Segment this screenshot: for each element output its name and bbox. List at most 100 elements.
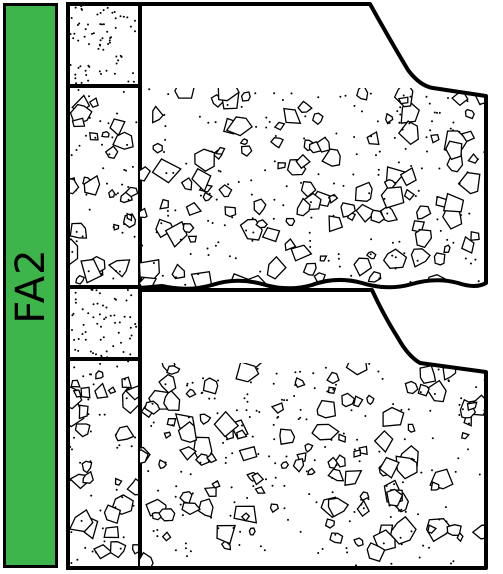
clast bbox=[297, 100, 313, 113]
sand-dot bbox=[106, 30, 109, 33]
sand-dot bbox=[96, 302, 99, 305]
sand-dot bbox=[386, 122, 389, 125]
sand-dot bbox=[126, 143, 129, 146]
sand-dot bbox=[353, 136, 356, 138]
sand-dot bbox=[99, 23, 102, 26]
sand-dot bbox=[163, 151, 165, 153]
sand-dot bbox=[339, 95, 342, 98]
sand-dot bbox=[84, 546, 87, 549]
clast bbox=[72, 389, 82, 398]
clast bbox=[126, 477, 138, 496]
sand-dot bbox=[210, 150, 213, 153]
sand-dot bbox=[74, 348, 77, 351]
clast bbox=[395, 455, 418, 480]
clast bbox=[388, 515, 417, 545]
sand-dot bbox=[102, 9, 105, 12]
sand-dot bbox=[84, 69, 87, 72]
sand-dot bbox=[377, 173, 380, 176]
clast bbox=[95, 370, 104, 380]
clast bbox=[164, 220, 188, 248]
clast bbox=[161, 531, 172, 542]
sand-dot bbox=[400, 543, 403, 546]
sand-dot bbox=[166, 210, 169, 212]
sand-dot bbox=[184, 283, 187, 286]
sand-dot bbox=[468, 212, 471, 215]
clast bbox=[104, 145, 119, 160]
sand-dot bbox=[401, 128, 404, 131]
sand-dot bbox=[160, 222, 163, 225]
sand-dot bbox=[447, 97, 449, 99]
sand-dot bbox=[479, 103, 482, 106]
sand-dot bbox=[207, 121, 210, 124]
sand-dot bbox=[364, 415, 367, 417]
sand-dot bbox=[127, 186, 130, 188]
sand-dot bbox=[155, 231, 158, 234]
sand-dot bbox=[377, 168, 380, 171]
sand-dot bbox=[74, 77, 77, 80]
sand-dot bbox=[99, 509, 102, 512]
clast bbox=[126, 212, 133, 222]
clast bbox=[140, 259, 160, 280]
sand-dot bbox=[129, 337, 131, 340]
sand-dot bbox=[417, 189, 420, 192]
clast bbox=[416, 205, 432, 220]
sand-dot bbox=[74, 6, 77, 9]
clast bbox=[202, 377, 219, 395]
clast bbox=[353, 537, 364, 547]
sand-dot bbox=[452, 129, 454, 132]
clast bbox=[328, 193, 339, 204]
sand-dot bbox=[207, 254, 210, 256]
sand-dot bbox=[252, 485, 255, 488]
clast bbox=[83, 174, 101, 196]
sand-pattern-1 bbox=[70, 6, 136, 84]
sand-dot bbox=[123, 378, 126, 381]
sand-dot bbox=[312, 372, 315, 375]
sand-dot bbox=[310, 216, 313, 219]
sand-dot bbox=[382, 542, 385, 545]
clast bbox=[74, 423, 91, 438]
clast bbox=[359, 491, 370, 502]
sand-dot bbox=[148, 88, 151, 91]
clast bbox=[180, 177, 193, 191]
sand-dot bbox=[80, 6, 83, 8]
sand-dot bbox=[108, 39, 111, 42]
sand-dot bbox=[118, 270, 121, 273]
sand-dot bbox=[398, 121, 401, 124]
clast bbox=[464, 108, 475, 120]
clast bbox=[366, 130, 380, 146]
sand-dot bbox=[369, 253, 372, 256]
clast bbox=[151, 158, 182, 184]
sand-dot bbox=[87, 64, 90, 67]
sand-dot bbox=[458, 182, 461, 185]
sand-dot bbox=[404, 147, 407, 150]
sand-dot bbox=[402, 94, 405, 97]
sand-dot bbox=[95, 551, 98, 554]
sand-dot bbox=[88, 116, 91, 119]
sand-dot bbox=[80, 7, 83, 10]
sand-dot bbox=[452, 241, 455, 244]
clast bbox=[71, 117, 86, 128]
clast bbox=[152, 142, 163, 154]
clast bbox=[340, 202, 356, 218]
sand-dot bbox=[163, 113, 166, 116]
sand-dot bbox=[450, 562, 452, 565]
clast bbox=[380, 186, 405, 209]
sand-dot bbox=[70, 154, 73, 157]
sand-dot bbox=[315, 501, 318, 504]
sand-dot bbox=[317, 96, 320, 99]
sand-dot bbox=[75, 149, 78, 151]
sand-dot bbox=[191, 492, 194, 495]
clast bbox=[367, 271, 382, 283]
sand-dot bbox=[129, 25, 132, 28]
sand-dot bbox=[281, 398, 283, 401]
sand-dot bbox=[449, 127, 452, 130]
sand-dot bbox=[191, 381, 194, 384]
sand-dot bbox=[324, 446, 327, 448]
sand-dot bbox=[410, 165, 413, 167]
sand-dot bbox=[115, 55, 118, 58]
sand-dot bbox=[228, 255, 231, 258]
clast bbox=[353, 257, 373, 277]
sand-dot bbox=[252, 231, 255, 234]
clast bbox=[152, 105, 164, 124]
sand-dot bbox=[174, 209, 177, 212]
